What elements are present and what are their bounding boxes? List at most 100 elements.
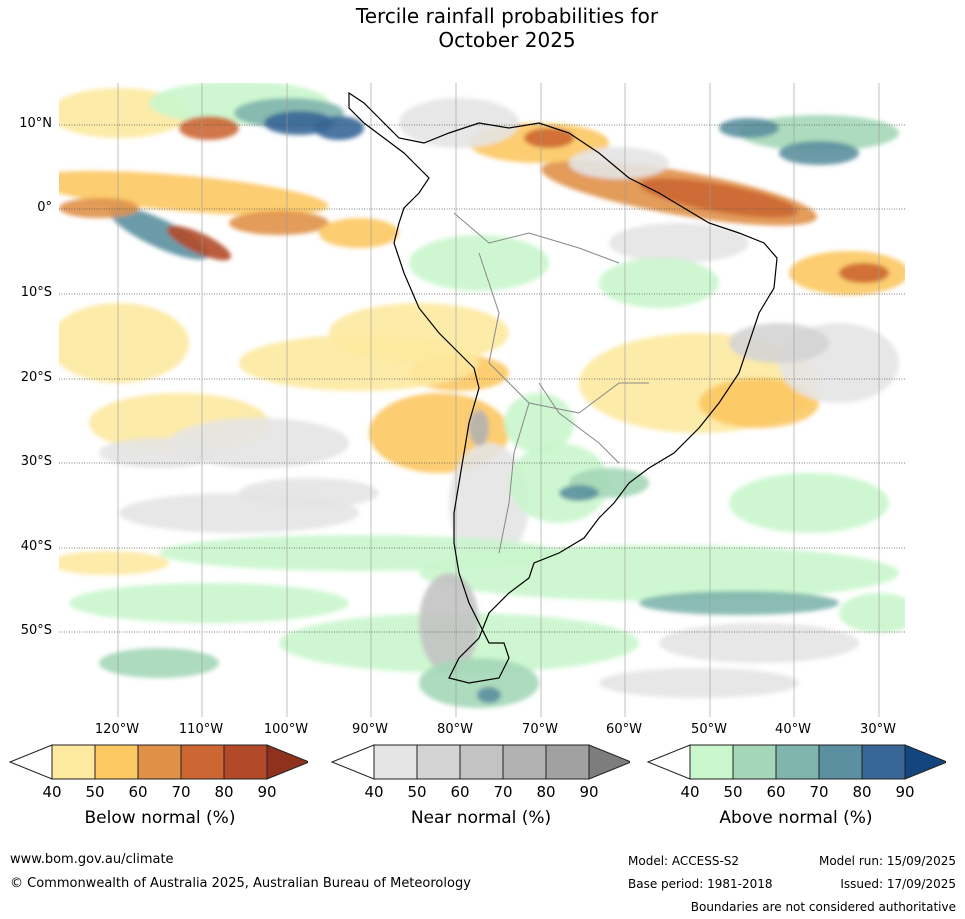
colorbar-lower-extension bbox=[646, 744, 691, 780]
map-title: Tercile rainfall probabilities for Octob… bbox=[0, 4, 965, 52]
shading-patch bbox=[399, 98, 519, 148]
colorbar-tick-label: 80 bbox=[214, 783, 234, 801]
latitude-label: 0° bbox=[37, 200, 52, 215]
colorbar-upper-extension bbox=[904, 744, 946, 780]
colorbar-segment bbox=[223, 744, 268, 780]
colorbar-tick-label: 60 bbox=[128, 783, 148, 801]
colorbar-tick-label: 90 bbox=[895, 783, 915, 801]
latitude-label: 10°N bbox=[19, 116, 52, 131]
shading-patch bbox=[699, 378, 819, 428]
colorbar-segment bbox=[137, 744, 182, 780]
longitude-label: 120°W bbox=[94, 722, 140, 737]
shading-patch bbox=[839, 593, 905, 633]
colorbar-upper-extension bbox=[266, 744, 308, 780]
copyright-text: © Commonwealth of Australia 2025, Austra… bbox=[10, 876, 471, 891]
shading-patch bbox=[504, 393, 574, 453]
website-link[interactable]: www.bom.gov.au/climate bbox=[10, 852, 174, 867]
colorbar-segment bbox=[373, 744, 418, 780]
shading-patch bbox=[839, 263, 889, 283]
probability-map bbox=[58, 82, 906, 718]
shading-patch bbox=[59, 551, 169, 575]
colorbar-segment bbox=[51, 744, 96, 780]
base-period: Base period: 1981-2018 bbox=[628, 877, 773, 891]
shading-patch bbox=[779, 141, 859, 165]
model-name: Model: ACCESS-S2 bbox=[628, 854, 740, 868]
shading-patch bbox=[609, 223, 749, 263]
coastline bbox=[348, 91, 778, 684]
shading-patch bbox=[639, 591, 839, 615]
colorbar-tick-label: 40 bbox=[364, 783, 384, 801]
title-line-2: October 2025 bbox=[438, 28, 576, 52]
colorbar-segment bbox=[502, 744, 547, 780]
shading-patch bbox=[59, 198, 139, 218]
shading-patch bbox=[99, 438, 219, 468]
shading-patch bbox=[524, 128, 574, 148]
shading-patch bbox=[739, 115, 899, 151]
latitude-label: 50°S bbox=[20, 623, 52, 638]
shading-patch bbox=[229, 211, 329, 235]
colorbar-segment bbox=[775, 744, 820, 780]
latitude-label: 20°S bbox=[20, 370, 52, 385]
colorbar-segment bbox=[180, 744, 225, 780]
colorbar-tick-label: 70 bbox=[809, 783, 829, 801]
near-normal-colorbar bbox=[330, 744, 630, 780]
longitude-label: 110°W bbox=[178, 722, 224, 737]
above-normal-title: Above normal (%) bbox=[719, 808, 873, 828]
country-border bbox=[498, 402, 530, 554]
longitude-label: 30°W bbox=[860, 722, 896, 737]
colorbar-tick-label: 70 bbox=[171, 783, 191, 801]
colorbar-tick-label: 40 bbox=[680, 783, 700, 801]
colorbar-tick-label: 60 bbox=[450, 783, 470, 801]
shading-patch bbox=[569, 147, 669, 179]
shading-patch bbox=[319, 218, 399, 248]
colorbar-segment bbox=[818, 744, 863, 780]
colorbar-segment bbox=[416, 744, 461, 780]
shading-patch bbox=[166, 225, 232, 261]
shading-patch bbox=[419, 545, 899, 601]
shading-patch bbox=[69, 583, 349, 623]
colorbar-tick-label: 90 bbox=[257, 783, 277, 801]
shading-patch bbox=[559, 485, 599, 501]
country-border bbox=[453, 212, 620, 264]
near-normal-title: Near normal (%) bbox=[410, 808, 552, 828]
shading-patch bbox=[59, 170, 329, 216]
latitude-label: 40°S bbox=[20, 539, 52, 554]
shading-patch bbox=[477, 687, 501, 703]
shading-patch bbox=[599, 668, 799, 698]
country-border bbox=[578, 382, 649, 414]
shading-patch bbox=[409, 235, 549, 291]
colorbar-lower-extension bbox=[8, 744, 53, 780]
below-normal-colorbar bbox=[8, 744, 308, 780]
longitude-label: 80°W bbox=[437, 722, 473, 737]
south-america-coastline bbox=[348, 91, 778, 684]
shading-patch bbox=[99, 648, 219, 678]
shading-patch bbox=[239, 478, 379, 508]
below-normal-title: Below normal (%) bbox=[84, 808, 236, 828]
colorbar-tick-label: 50 bbox=[723, 783, 743, 801]
colorbar-segment bbox=[689, 744, 734, 780]
graticule bbox=[59, 83, 905, 717]
above-normal-colorbar bbox=[646, 744, 946, 780]
colorbar-upper-extension bbox=[588, 744, 630, 780]
shading-patch bbox=[239, 335, 479, 391]
latitude-label: 30°S bbox=[20, 454, 52, 469]
shading-patch bbox=[314, 116, 364, 140]
shading-patch bbox=[659, 623, 859, 663]
shading-patch bbox=[59, 303, 189, 383]
country-border bbox=[538, 382, 620, 464]
longitude-label: 40°W bbox=[775, 722, 811, 737]
longitude-label: 60°W bbox=[606, 722, 642, 737]
shading-patch bbox=[419, 573, 479, 673]
colorbar-tick-label: 80 bbox=[536, 783, 556, 801]
colorbar-tick-label: 70 bbox=[493, 783, 513, 801]
colorbar-segment bbox=[459, 744, 504, 780]
model-run-date: Model run: 15/09/2025 bbox=[818, 854, 956, 868]
colorbar-segment bbox=[732, 744, 777, 780]
colorbar-tick-label: 50 bbox=[407, 783, 427, 801]
title-line-1: Tercile rainfall probabilities for bbox=[355, 4, 659, 28]
issued-date: Issued: 17/09/2025 bbox=[840, 877, 956, 891]
shading-patch bbox=[449, 443, 529, 563]
colorbar-segment bbox=[545, 744, 590, 780]
country-border bbox=[478, 252, 580, 414]
colorbar-lower-extension bbox=[330, 744, 375, 780]
